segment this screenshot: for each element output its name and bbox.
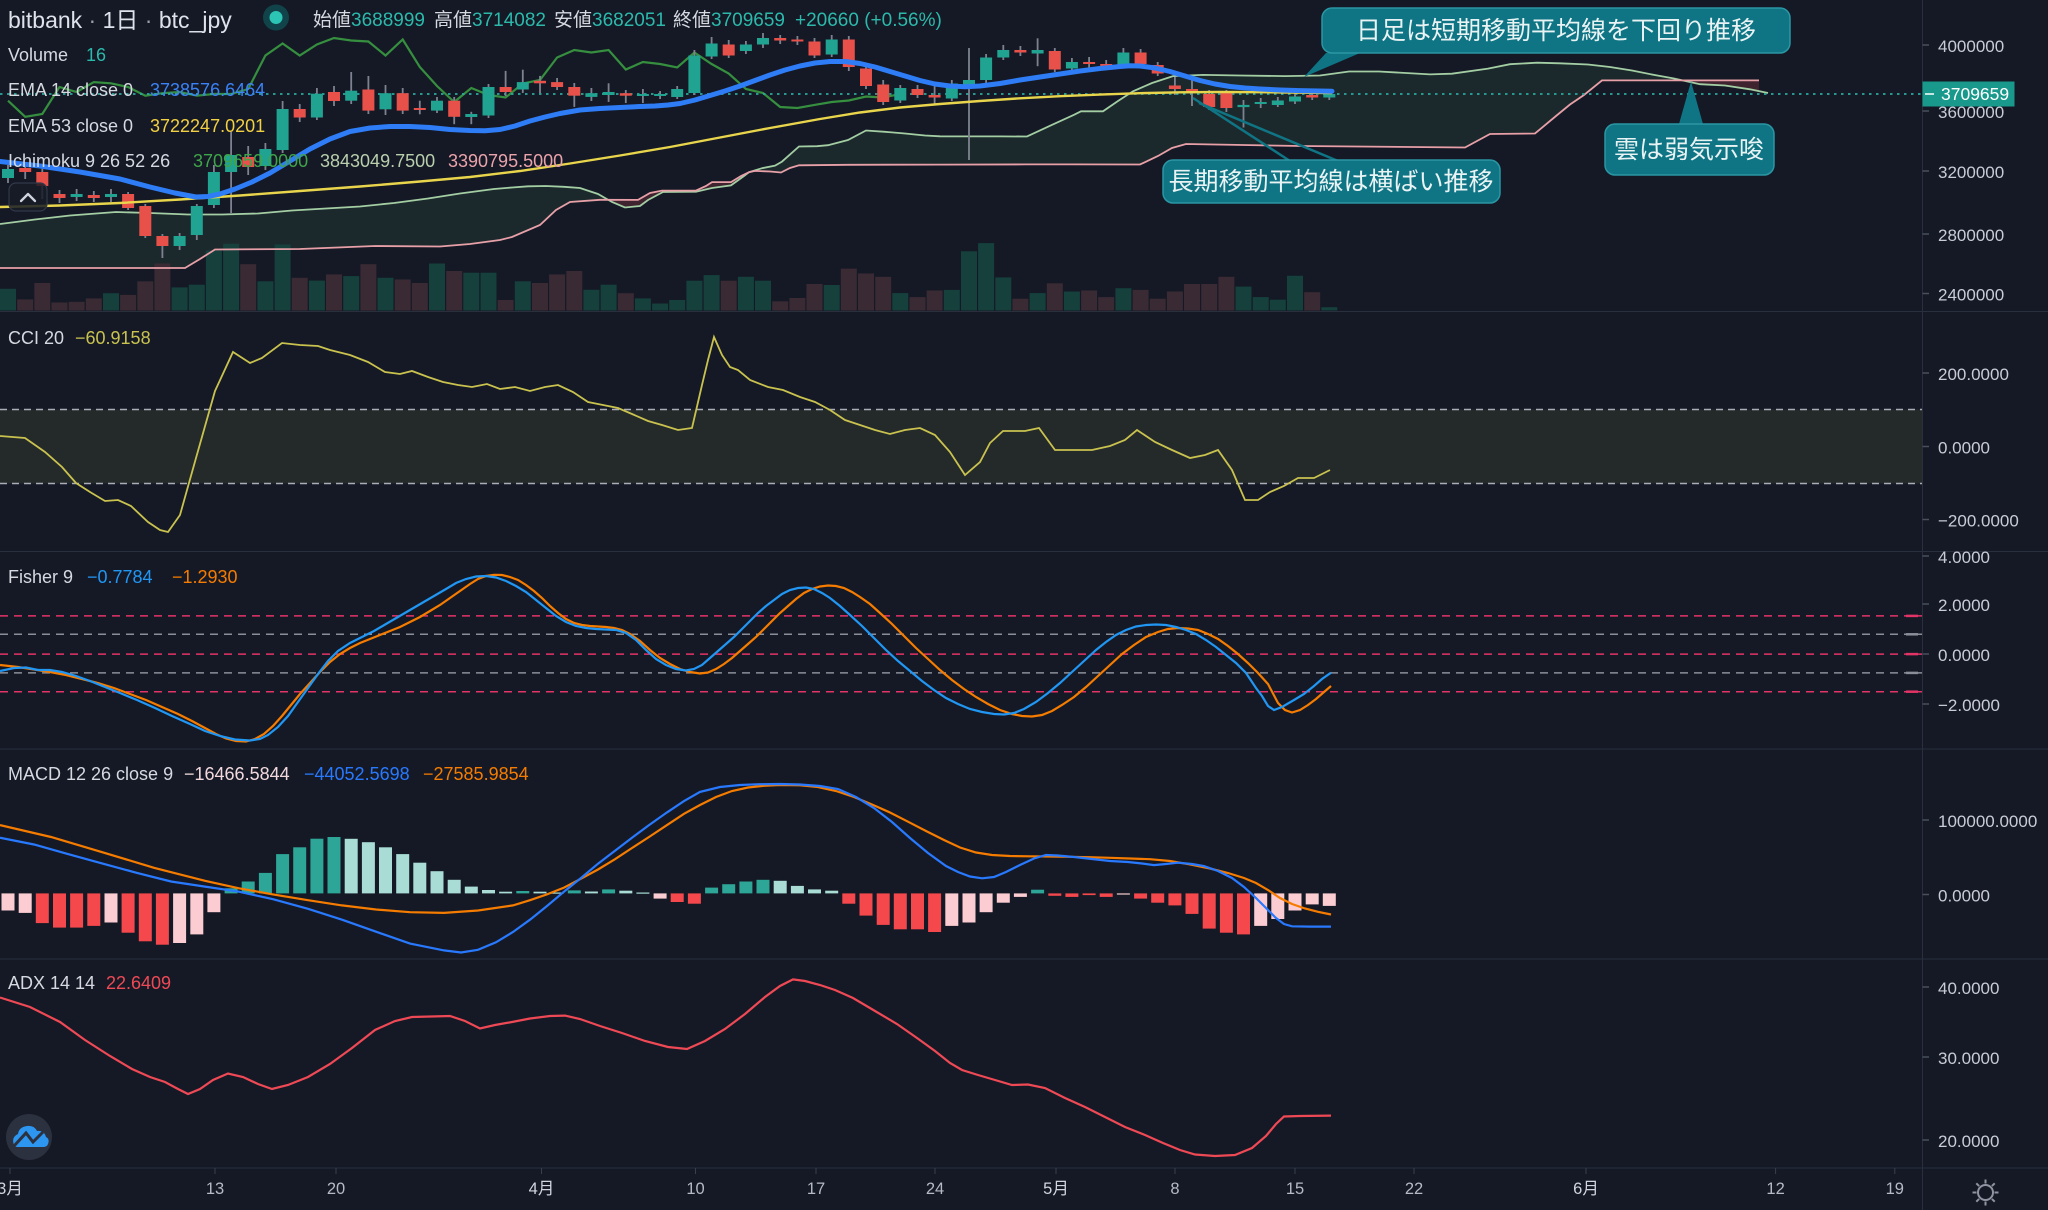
svg-text:24: 24 xyxy=(926,1180,944,1198)
svg-text:19: 19 xyxy=(1886,1180,1904,1198)
svg-text:17: 17 xyxy=(807,1180,825,1198)
svg-text:20.0000: 20.0000 xyxy=(1938,1132,1999,1151)
svg-text:4000000: 4000000 xyxy=(1938,37,2004,56)
svg-text:Fisher 9−0.7784−1.2930: Fisher 9 −0.7784 −1.2930 xyxy=(8,567,238,587)
svg-text:+20660 (+0.56%): +20660 (+0.56%) xyxy=(795,10,942,31)
svg-text:10: 10 xyxy=(686,1180,704,1198)
svg-text:CCI 20−60.9158: CCI 20 −60.9158 xyxy=(8,328,151,348)
svg-text:雲は弱気示唆: 雲は弱気示唆 xyxy=(1614,136,1764,164)
svg-text:22: 22 xyxy=(1405,1180,1423,1198)
svg-text:長期移動平均線は横ばい推移: 長期移動平均線は横ばい推移 xyxy=(1168,168,1493,196)
svg-text:5月: 5月 xyxy=(1043,1180,1069,1198)
svg-text:2400000: 2400000 xyxy=(1938,286,2004,305)
svg-text:終値3709659: 終値3709659 xyxy=(673,9,785,31)
svg-text:3月: 3月 xyxy=(0,1180,23,1198)
svg-text:100000.0000: 100000.0000 xyxy=(1938,812,2037,831)
svg-text:0.0000: 0.0000 xyxy=(1938,887,1990,906)
svg-text:30.0000: 30.0000 xyxy=(1938,1049,1999,1068)
svg-text:安値3682051: 安値3682051 xyxy=(554,9,666,31)
svg-text:20: 20 xyxy=(327,1180,345,1198)
svg-text:日足は短期移動平均線を下回り推移: 日足は短期移動平均線を下回り推移 xyxy=(1356,17,1756,45)
svg-text:−200.0000: −200.0000 xyxy=(1938,512,2019,531)
svg-text:0.0000: 0.0000 xyxy=(1938,646,1990,665)
svg-text:−2.0000: −2.0000 xyxy=(1938,696,2000,715)
svg-text:200.0000: 200.0000 xyxy=(1938,365,2009,384)
svg-text:2800000: 2800000 xyxy=(1938,226,2004,245)
svg-text:高値3714082: 高値3714082 xyxy=(434,9,546,31)
svg-text:3600000: 3600000 xyxy=(1938,103,2004,122)
svg-text:8: 8 xyxy=(1170,1180,1179,1198)
svg-text:3200000: 3200000 xyxy=(1938,163,2004,182)
svg-text:MACD 12 26 close 9−16466.5844−: MACD 12 26 close 9 −16466.5844 −44052.5698… xyxy=(8,764,529,784)
svg-text:12: 12 xyxy=(1766,1180,1784,1198)
svg-text:40.0000: 40.0000 xyxy=(1938,979,1999,998)
svg-text:4.0000: 4.0000 xyxy=(1938,548,1990,567)
svg-text:始値3688999: 始値3688999 xyxy=(313,9,425,31)
svg-text:0.0000: 0.0000 xyxy=(1938,439,1990,458)
svg-text:4月: 4月 xyxy=(529,1180,555,1198)
svg-text:2.0000: 2.0000 xyxy=(1938,596,1990,615)
svg-text:3709659: 3709659 xyxy=(1941,84,2009,104)
svg-text:15: 15 xyxy=(1286,1180,1304,1198)
svg-text:bitbank · 1日 · btc_jpy: bitbank · 1日 · btc_jpy xyxy=(8,7,232,33)
svg-text:6月: 6月 xyxy=(1573,1180,1599,1198)
svg-text:13: 13 xyxy=(206,1180,224,1198)
